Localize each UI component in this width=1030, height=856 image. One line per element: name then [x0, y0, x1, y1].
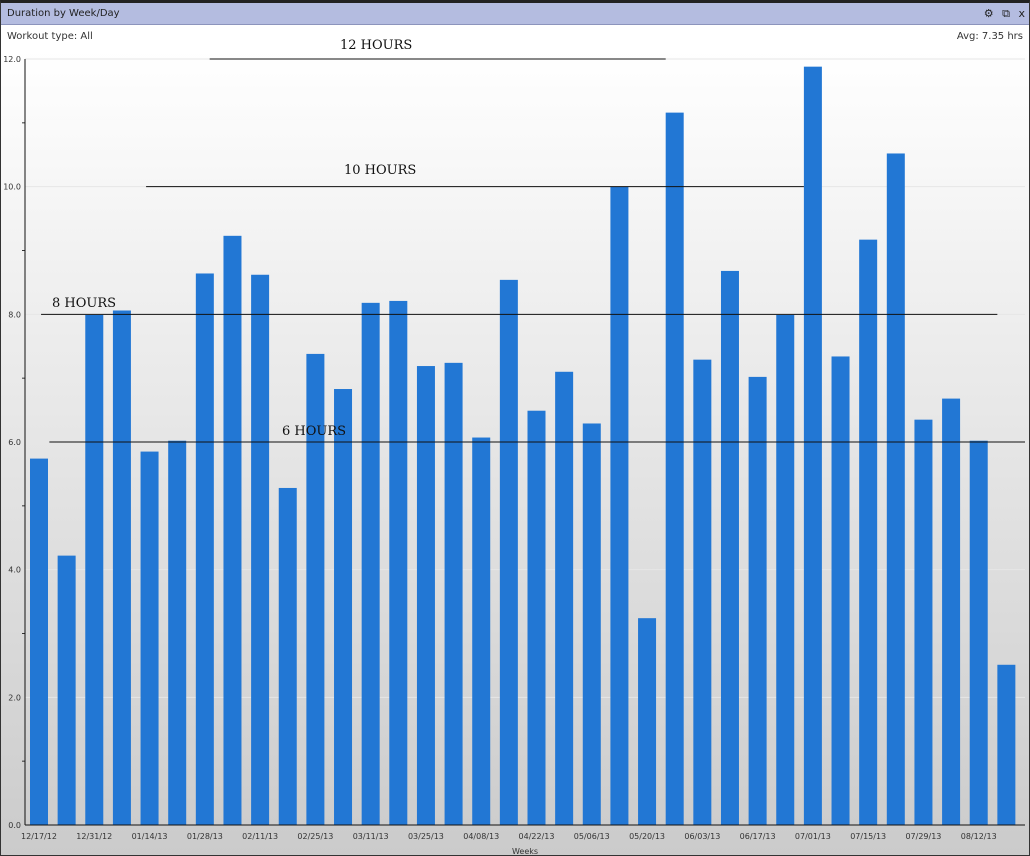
bar: [527, 410, 546, 825]
y-tick-label: 6.0: [8, 438, 21, 447]
x-tick-label: 03/25/13: [408, 832, 444, 841]
reference-label: 6 HOURS: [282, 424, 346, 439]
bar: [886, 153, 905, 825]
x-tick-label: 04/22/13: [519, 832, 555, 841]
x-tick-label: 06/17/13: [740, 832, 776, 841]
y-tick-label: 12.0: [3, 55, 21, 64]
bar: [444, 362, 463, 825]
reference-label: 10 HOURS: [344, 163, 416, 178]
bar: [278, 487, 297, 825]
bar: [306, 353, 325, 825]
bar: [582, 423, 601, 825]
bar: [997, 664, 1016, 825]
x-tick-label: 04/08/13: [463, 832, 499, 841]
bar: [831, 356, 850, 825]
bar: [555, 371, 574, 825]
bar: [693, 359, 712, 825]
x-tick-label: 01/14/13: [132, 832, 168, 841]
bar: [334, 389, 353, 825]
average-label: Avg: 7.35 hrs: [956, 31, 1023, 42]
bar: [969, 440, 988, 825]
gear-icon[interactable]: ⚙: [983, 7, 994, 20]
bar: [610, 186, 629, 825]
y-tick-label: 0.0: [8, 821, 21, 830]
bar: [776, 314, 795, 825]
bar: [638, 618, 657, 825]
bar: [85, 314, 104, 825]
reference-label: 8 HOURS: [52, 296, 116, 311]
bar: [251, 274, 270, 825]
x-tick-label: 07/15/13: [850, 832, 886, 841]
x-tick-label: 05/20/13: [629, 832, 665, 841]
bar: [389, 300, 408, 825]
bar: [803, 66, 822, 825]
popout-icon[interactable]: ⧉: [1002, 7, 1010, 20]
bar: [30, 458, 48, 825]
bar: [859, 239, 878, 826]
title-bar: Duration by Week/Day ⚙ ⧉ x: [1, 3, 1029, 25]
x-tick-label: 12/31/12: [76, 832, 112, 841]
bar: [361, 302, 380, 825]
x-tick-label: 02/25/13: [297, 832, 333, 841]
bar: [57, 555, 76, 825]
y-tick-label: 8.0: [8, 310, 21, 319]
x-axis-title: Weeks: [512, 847, 538, 856]
x-tick-label: 07/29/13: [905, 832, 941, 841]
bar: [223, 235, 242, 825]
bar: [416, 366, 435, 825]
workout-type-label: Workout type: All: [7, 31, 93, 42]
bar: [472, 437, 491, 825]
x-tick-label: 12/17/12: [21, 832, 57, 841]
x-tick-label: 06/03/13: [684, 832, 720, 841]
y-tick-label: 4.0: [8, 566, 21, 575]
x-tick-label: 07/01/13: [795, 832, 831, 841]
x-tick-label: 01/28/13: [187, 832, 223, 841]
bar: [140, 451, 159, 825]
bar: [914, 419, 933, 825]
y-tick-label: 10.0: [3, 183, 21, 192]
bar: [168, 440, 187, 825]
close-icon[interactable]: x: [1018, 7, 1025, 20]
bar: [112, 310, 131, 826]
y-tick-label: 2.0: [8, 693, 21, 702]
x-tick-label: 03/11/13: [353, 832, 389, 841]
x-tick-label: 08/12/13: [961, 832, 997, 841]
reference-label: 12 HOURS: [340, 38, 412, 53]
bar: [942, 398, 961, 825]
bar: [499, 279, 518, 825]
x-tick-label: 05/06/13: [574, 832, 610, 841]
bar: [720, 270, 739, 826]
bar: [748, 376, 767, 825]
bar: [665, 112, 684, 826]
x-tick-label: 02/11/13: [242, 832, 278, 841]
window-title: Duration by Week/Day: [7, 8, 120, 19]
bar: [195, 273, 214, 826]
